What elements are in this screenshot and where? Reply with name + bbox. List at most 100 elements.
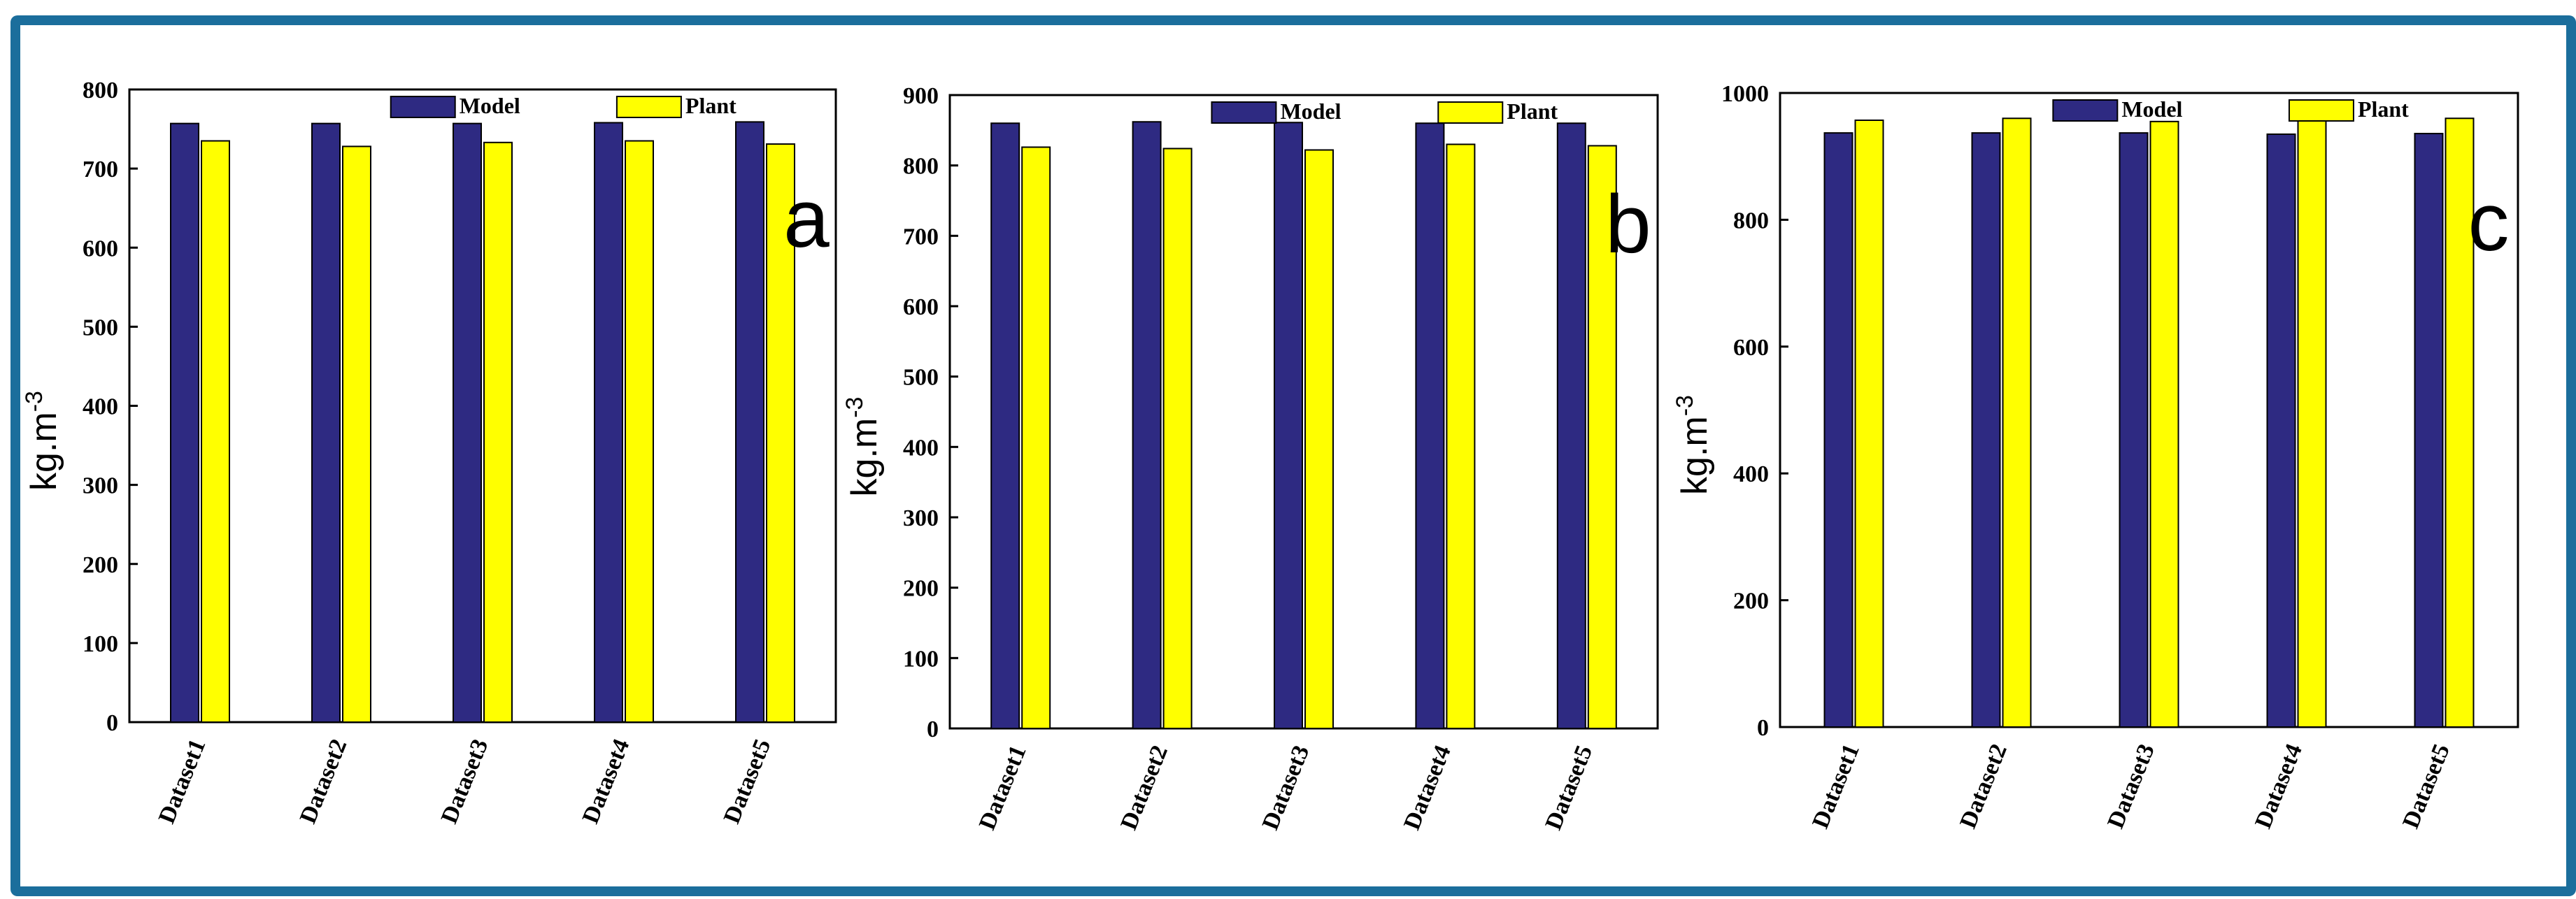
bar-model-dataset4 (594, 122, 623, 723)
bar-model-dataset3 (453, 122, 482, 724)
x-tick-label: Dataset5 (2398, 740, 2455, 832)
bar-model-dataset5 (735, 121, 764, 724)
y-tick-label: 700 (903, 224, 939, 250)
y-tick-label: 500 (903, 365, 939, 391)
y-tick-label: 300 (83, 473, 118, 499)
y-tick-label: 600 (1733, 335, 1769, 361)
legend-swatch-plant (615, 96, 682, 118)
y-axis-label-base: kg.m (24, 412, 64, 491)
bar-plant-dataset1 (201, 140, 230, 723)
x-tick-label: Dataset1 (154, 735, 211, 827)
bar-model-dataset3 (2119, 132, 2149, 728)
bar-model-dataset2 (1971, 132, 2001, 728)
bar-plant-dataset3 (2149, 120, 2179, 728)
x-tick-label: Dataset3 (1258, 742, 1315, 833)
y-tick-label: 700 (83, 157, 118, 182)
x-tick-label: Dataset2 (1116, 742, 1173, 833)
legend-swatch-plant (1437, 101, 1504, 124)
y-tick-label: 600 (83, 236, 118, 261)
y-tick-label: 500 (83, 315, 118, 340)
y-axis-label: kg.m-3 (21, 391, 64, 491)
x-tick-label: Dataset4 (2250, 740, 2307, 832)
x-tick-label: Dataset2 (1955, 740, 2012, 832)
y-tick-label: 600 (903, 294, 939, 320)
bar-model-dataset3 (1274, 122, 1303, 729)
y-tick-label: 0 (106, 710, 118, 736)
x-tick-label: Dataset3 (436, 735, 494, 827)
legend-label-model: Model (460, 93, 520, 118)
x-tick-label: Dataset5 (719, 735, 776, 827)
panel-letter: b (1605, 178, 1651, 271)
legend-swatch-model (390, 96, 456, 118)
legend-label-plant: Plant (2358, 96, 2409, 122)
legend-swatch-model (1211, 101, 1277, 124)
y-axis-label-exponent: -3 (841, 397, 868, 418)
y-axis-label-exponent: -3 (21, 391, 48, 412)
bar-plant-dataset1 (1854, 120, 1884, 728)
legend-swatch-plant (2288, 99, 2354, 122)
x-tick-label: Dataset1 (974, 742, 1032, 833)
bar-model-dataset1 (990, 122, 1020, 729)
bar-plant-dataset2 (342, 145, 371, 723)
plot-area-frame (948, 94, 1659, 730)
panel-letter: c (2468, 176, 2510, 268)
bar-plant-dataset4 (1446, 143, 1476, 729)
chart-panel-c: 0 200 400 600 800 1000 kg.m-3 Dataset1 Dataset2 D… (1672, 81, 2519, 832)
y-tick-label: 100 (83, 631, 118, 657)
bar-plant-dataset5 (1587, 145, 1617, 730)
bar-plant-dataset5 (766, 143, 795, 723)
bar-plant-dataset5 (2445, 117, 2475, 728)
y-tick-label: 400 (903, 435, 939, 461)
chart-panel-a: 0 100 200 300 400 500 600 700 800 kg.m-3 Dataset1 D… (21, 78, 837, 827)
plot-area-frame (1779, 92, 2519, 728)
y-tick-label: 900 (903, 83, 939, 109)
x-tick-label: Dataset4 (578, 735, 635, 827)
y-tick-label: 800 (1733, 208, 1769, 233)
bar-plant-dataset3 (483, 141, 513, 723)
panel-letter: a (783, 173, 830, 265)
y-axis-label-base: kg.m (844, 418, 885, 497)
bar-plant-dataset4 (2297, 117, 2327, 728)
y-axis-label: kg.m-3 (841, 397, 885, 497)
bar-model-dataset2 (1132, 121, 1162, 729)
bar-model-dataset4 (2266, 133, 2296, 728)
y-tick-label: 100 (903, 646, 939, 672)
bar-plant-dataset3 (1304, 149, 1334, 729)
y-tick-label: 200 (83, 552, 118, 578)
bar-model-dataset1 (1823, 132, 1853, 728)
legend-label-model: Model (2121, 96, 2182, 122)
bar-model-dataset4 (1415, 122, 1445, 729)
plot-area-frame (128, 88, 837, 724)
bar-plant-dataset1 (1021, 146, 1051, 729)
chart-panel-b: 0 100 200 300 400 500 600 700 800 900 kg.m-3 Datase… (841, 83, 1659, 833)
y-tick-label: 0 (927, 717, 939, 742)
x-tick-label: Dataset1 (1807, 740, 1865, 832)
y-tick-label: 800 (83, 78, 118, 103)
y-tick-label: 200 (903, 576, 939, 602)
legend-label-plant: Plant (1507, 99, 1558, 124)
y-axis-label-exponent: -3 (1672, 395, 1698, 416)
bar-model-dataset5 (1556, 122, 1586, 729)
y-tick-label: 300 (903, 505, 939, 531)
x-tick-label: Dataset2 (295, 735, 353, 827)
y-axis-label: kg.m-3 (1672, 395, 1715, 495)
legend-label-plant: Plant (685, 93, 736, 118)
bar-plant-dataset2 (1162, 148, 1193, 730)
bar-model-dataset1 (170, 122, 199, 724)
y-tick-label: 800 (903, 154, 939, 180)
x-tick-label: Dataset5 (1541, 742, 1598, 833)
legend-label-model: Model (1280, 99, 1341, 124)
y-tick-label: 0 (1757, 715, 1769, 741)
y-tick-label: 1000 (1721, 81, 1769, 107)
y-tick-label: 400 (83, 394, 118, 420)
y-tick-label: 200 (1733, 589, 1769, 614)
bar-model-dataset5 (2414, 133, 2444, 728)
y-tick-label: 400 (1733, 461, 1769, 487)
legend-swatch-model (2052, 99, 2119, 122)
bar-model-dataset2 (311, 122, 341, 724)
bar-plant-dataset2 (2002, 117, 2032, 728)
bar-plant-dataset4 (625, 140, 654, 723)
x-tick-label: Dataset4 (1399, 742, 1456, 833)
x-tick-label: Dataset3 (2102, 740, 2160, 832)
